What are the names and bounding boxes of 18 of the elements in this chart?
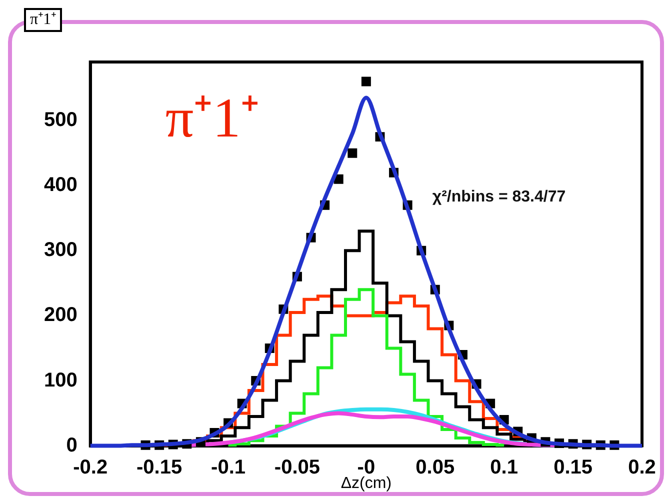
x-tick-label: -0.05 xyxy=(274,456,320,478)
chart-title: π⁺1⁺ xyxy=(24,8,62,32)
x-tick-label: 0.05 xyxy=(416,456,455,478)
annotation: π⁺1⁺ xyxy=(165,88,260,150)
x-tick-label: -0.1 xyxy=(211,456,246,478)
y-tick-label: 300 xyxy=(44,239,78,262)
annotation: χ²/nbins = 83.4/77 xyxy=(432,188,566,206)
y-tick-label: 100 xyxy=(44,369,78,392)
y-tick-label: 400 xyxy=(44,174,78,196)
x-tick-label: -0.15 xyxy=(136,456,182,478)
x-tick-label: 0.2 xyxy=(628,456,656,478)
x-tick-label: -0.2 xyxy=(73,456,108,478)
x-tick-label: 0.15 xyxy=(554,456,593,478)
y-tick-label: 200 xyxy=(44,304,78,326)
y-tick-label: 0 xyxy=(66,434,78,456)
y-tick-label: 500 xyxy=(44,109,78,132)
x-axis-title: Δz(cm) xyxy=(340,474,392,492)
x-tick-label: 0.1 xyxy=(490,456,518,478)
